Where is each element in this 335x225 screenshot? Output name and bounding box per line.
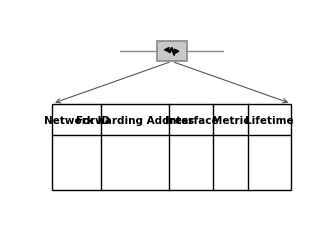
- Text: Forwarding Address: Forwarding Address: [76, 115, 194, 125]
- Text: Lifetime: Lifetime: [245, 115, 294, 125]
- Bar: [157, 42, 187, 62]
- Text: Interface: Interface: [164, 115, 218, 125]
- Bar: [52, 105, 291, 190]
- Text: Network ID: Network ID: [44, 115, 110, 125]
- Text: Metric: Metric: [212, 115, 250, 125]
